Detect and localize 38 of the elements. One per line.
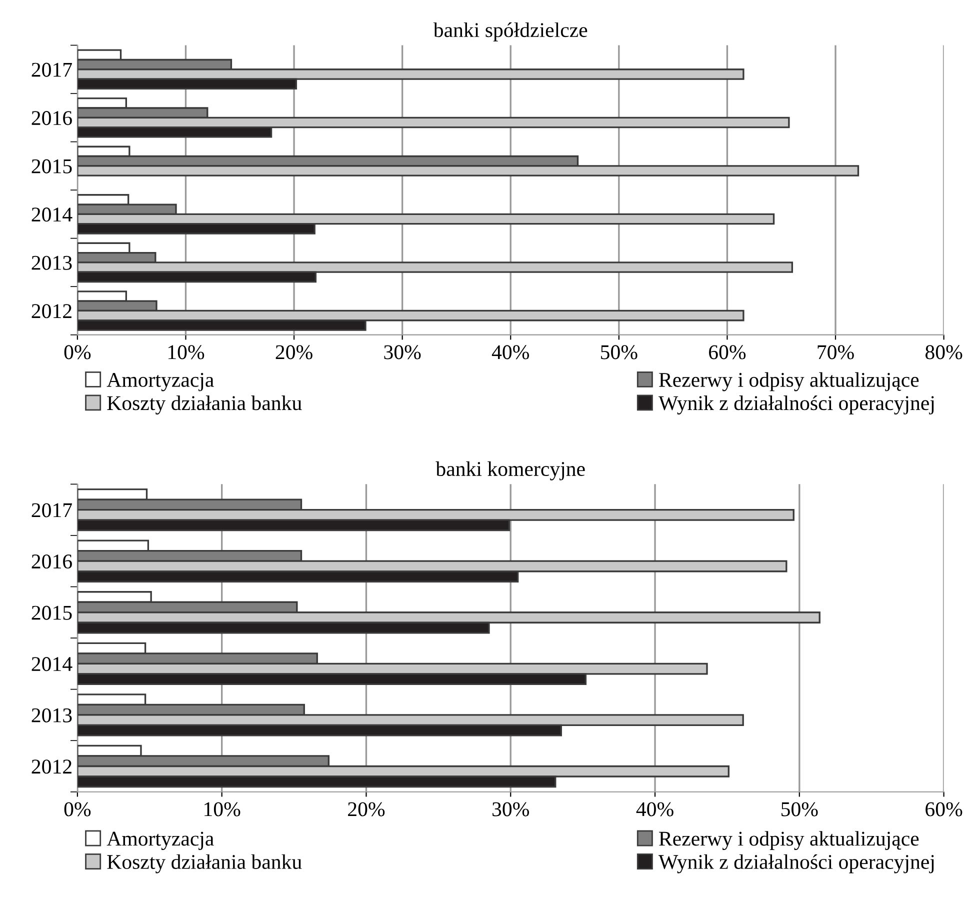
y-tick-label: 2014: [32, 657, 72, 672]
x-tick-label: 70%: [818, 345, 854, 360]
x-tick-label: 20%: [276, 345, 312, 360]
x-tick-label: 50%: [601, 345, 638, 360]
x-tick-label: 40%: [492, 345, 530, 360]
legend-label: Koszty działania banku: [107, 396, 302, 414]
legend-label: Amortyzacja: [106, 372, 214, 392]
x-tick-label: 80%: [926, 345, 962, 360]
x-tick-label: 10%: [168, 345, 204, 360]
y-tick-label: 2014: [32, 208, 72, 222]
legend-label: Wynik z działalności operacyjnej: [658, 395, 934, 414]
chart-title: banki spółdzielcze: [433, 22, 588, 42]
x-tick-label: 60%: [709, 345, 746, 360]
x-tick-label: 60%: [926, 802, 962, 816]
legend-label: Wynik z działalności operacyjnej: [658, 854, 934, 874]
x-tick-label: 20%: [348, 802, 385, 816]
x-tick-label: 10%: [204, 802, 240, 816]
legend-label: Amortyzacja: [106, 832, 214, 850]
y-tick-label: 2016: [32, 554, 72, 569]
y-tick-label: 2017: [32, 62, 72, 77]
y-tick-label: 2013: [32, 708, 72, 722]
legend-label: Koszty działania banku: [107, 854, 302, 874]
x-tick-label: 0%: [64, 802, 91, 816]
chart-title: banki komercyjne: [436, 461, 585, 480]
x-tick-label: 50%: [782, 802, 818, 816]
legend-label: Rezerwy i odpisy aktualizujące: [659, 831, 919, 850]
x-tick-label: 30%: [492, 802, 530, 816]
y-tick-label: 2016: [32, 111, 72, 126]
legend-label: Rezerwy i odpisy aktualizujące: [659, 372, 919, 392]
y-tick-label: 2015: [32, 159, 72, 174]
x-tick-label: 0%: [64, 345, 91, 360]
y-tick-label: 2012: [32, 760, 72, 774]
y-tick-label: 2017: [32, 503, 72, 518]
y-tick-label: 2015: [32, 606, 72, 620]
y-tick-label: 2013: [32, 256, 72, 270]
y-tick-label: 2012: [32, 304, 72, 318]
x-tick-label: 40%: [636, 802, 674, 816]
x-tick-label: 30%: [384, 345, 421, 360]
